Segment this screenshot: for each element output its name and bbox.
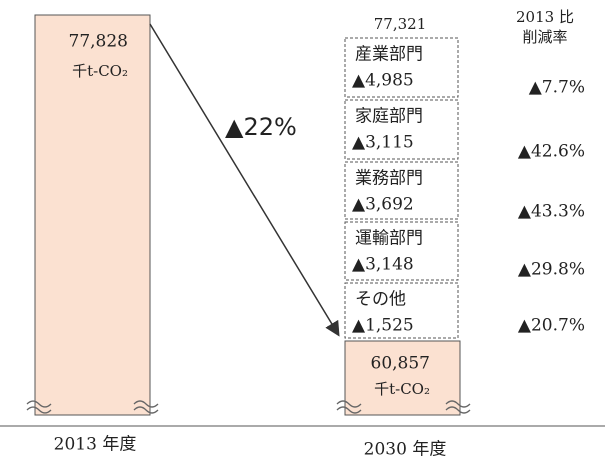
sector-amount: ▲3,115 xyxy=(352,133,414,153)
sector-name: その他 xyxy=(355,290,406,310)
bar-2030 xyxy=(344,340,461,416)
top-total: 77,321 xyxy=(374,15,427,33)
bar-2013 xyxy=(34,14,151,416)
rate-header: 削減率 xyxy=(522,28,567,46)
rate-header: 2013 比 xyxy=(516,8,574,26)
sector-box xyxy=(344,221,459,281)
right-unit: 千t-CO₂ xyxy=(374,380,430,398)
sector-amount: ▲3,148 xyxy=(352,255,414,275)
sector-rate: ▲42.6% xyxy=(518,142,585,162)
left-year: 2013 年度 xyxy=(54,435,137,455)
right-year: 2030 年度 xyxy=(364,440,447,460)
reduction: ▲22% xyxy=(225,113,297,141)
sector-name: 産業部門 xyxy=(355,45,423,65)
sector-box xyxy=(344,99,459,160)
sector-rate: ▲7.7% xyxy=(529,78,585,98)
sector-rate: ▲20.7% xyxy=(518,316,585,336)
sector-box xyxy=(344,282,459,339)
arrow xyxy=(149,23,340,337)
sectors: 産業部門 ▲4,985 ▲7.7% 家庭部門 ▲3,115 ▲42.6% 業務部門 ▲3,69… xyxy=(344,37,585,339)
sector-name: 業務部門 xyxy=(355,169,423,189)
sector-rate: ▲29.8% xyxy=(518,260,585,280)
left-value: 77,828 xyxy=(69,32,128,52)
sector-box xyxy=(344,37,459,98)
sector-name: 家庭部門 xyxy=(355,107,423,127)
sector-amount: ▲4,985 xyxy=(352,71,414,91)
right-value: 60,857 xyxy=(371,354,430,374)
sector-amount: ▲3,692 xyxy=(352,195,414,215)
sector-box xyxy=(344,161,459,220)
sector-rate: ▲43.3% xyxy=(518,202,585,222)
sector-amount: ▲1,525 xyxy=(352,316,414,336)
sector-name: 運輸部門 xyxy=(355,229,423,249)
left-unit: 千t-CO₂ xyxy=(72,62,128,80)
break-marks xyxy=(26,400,471,414)
